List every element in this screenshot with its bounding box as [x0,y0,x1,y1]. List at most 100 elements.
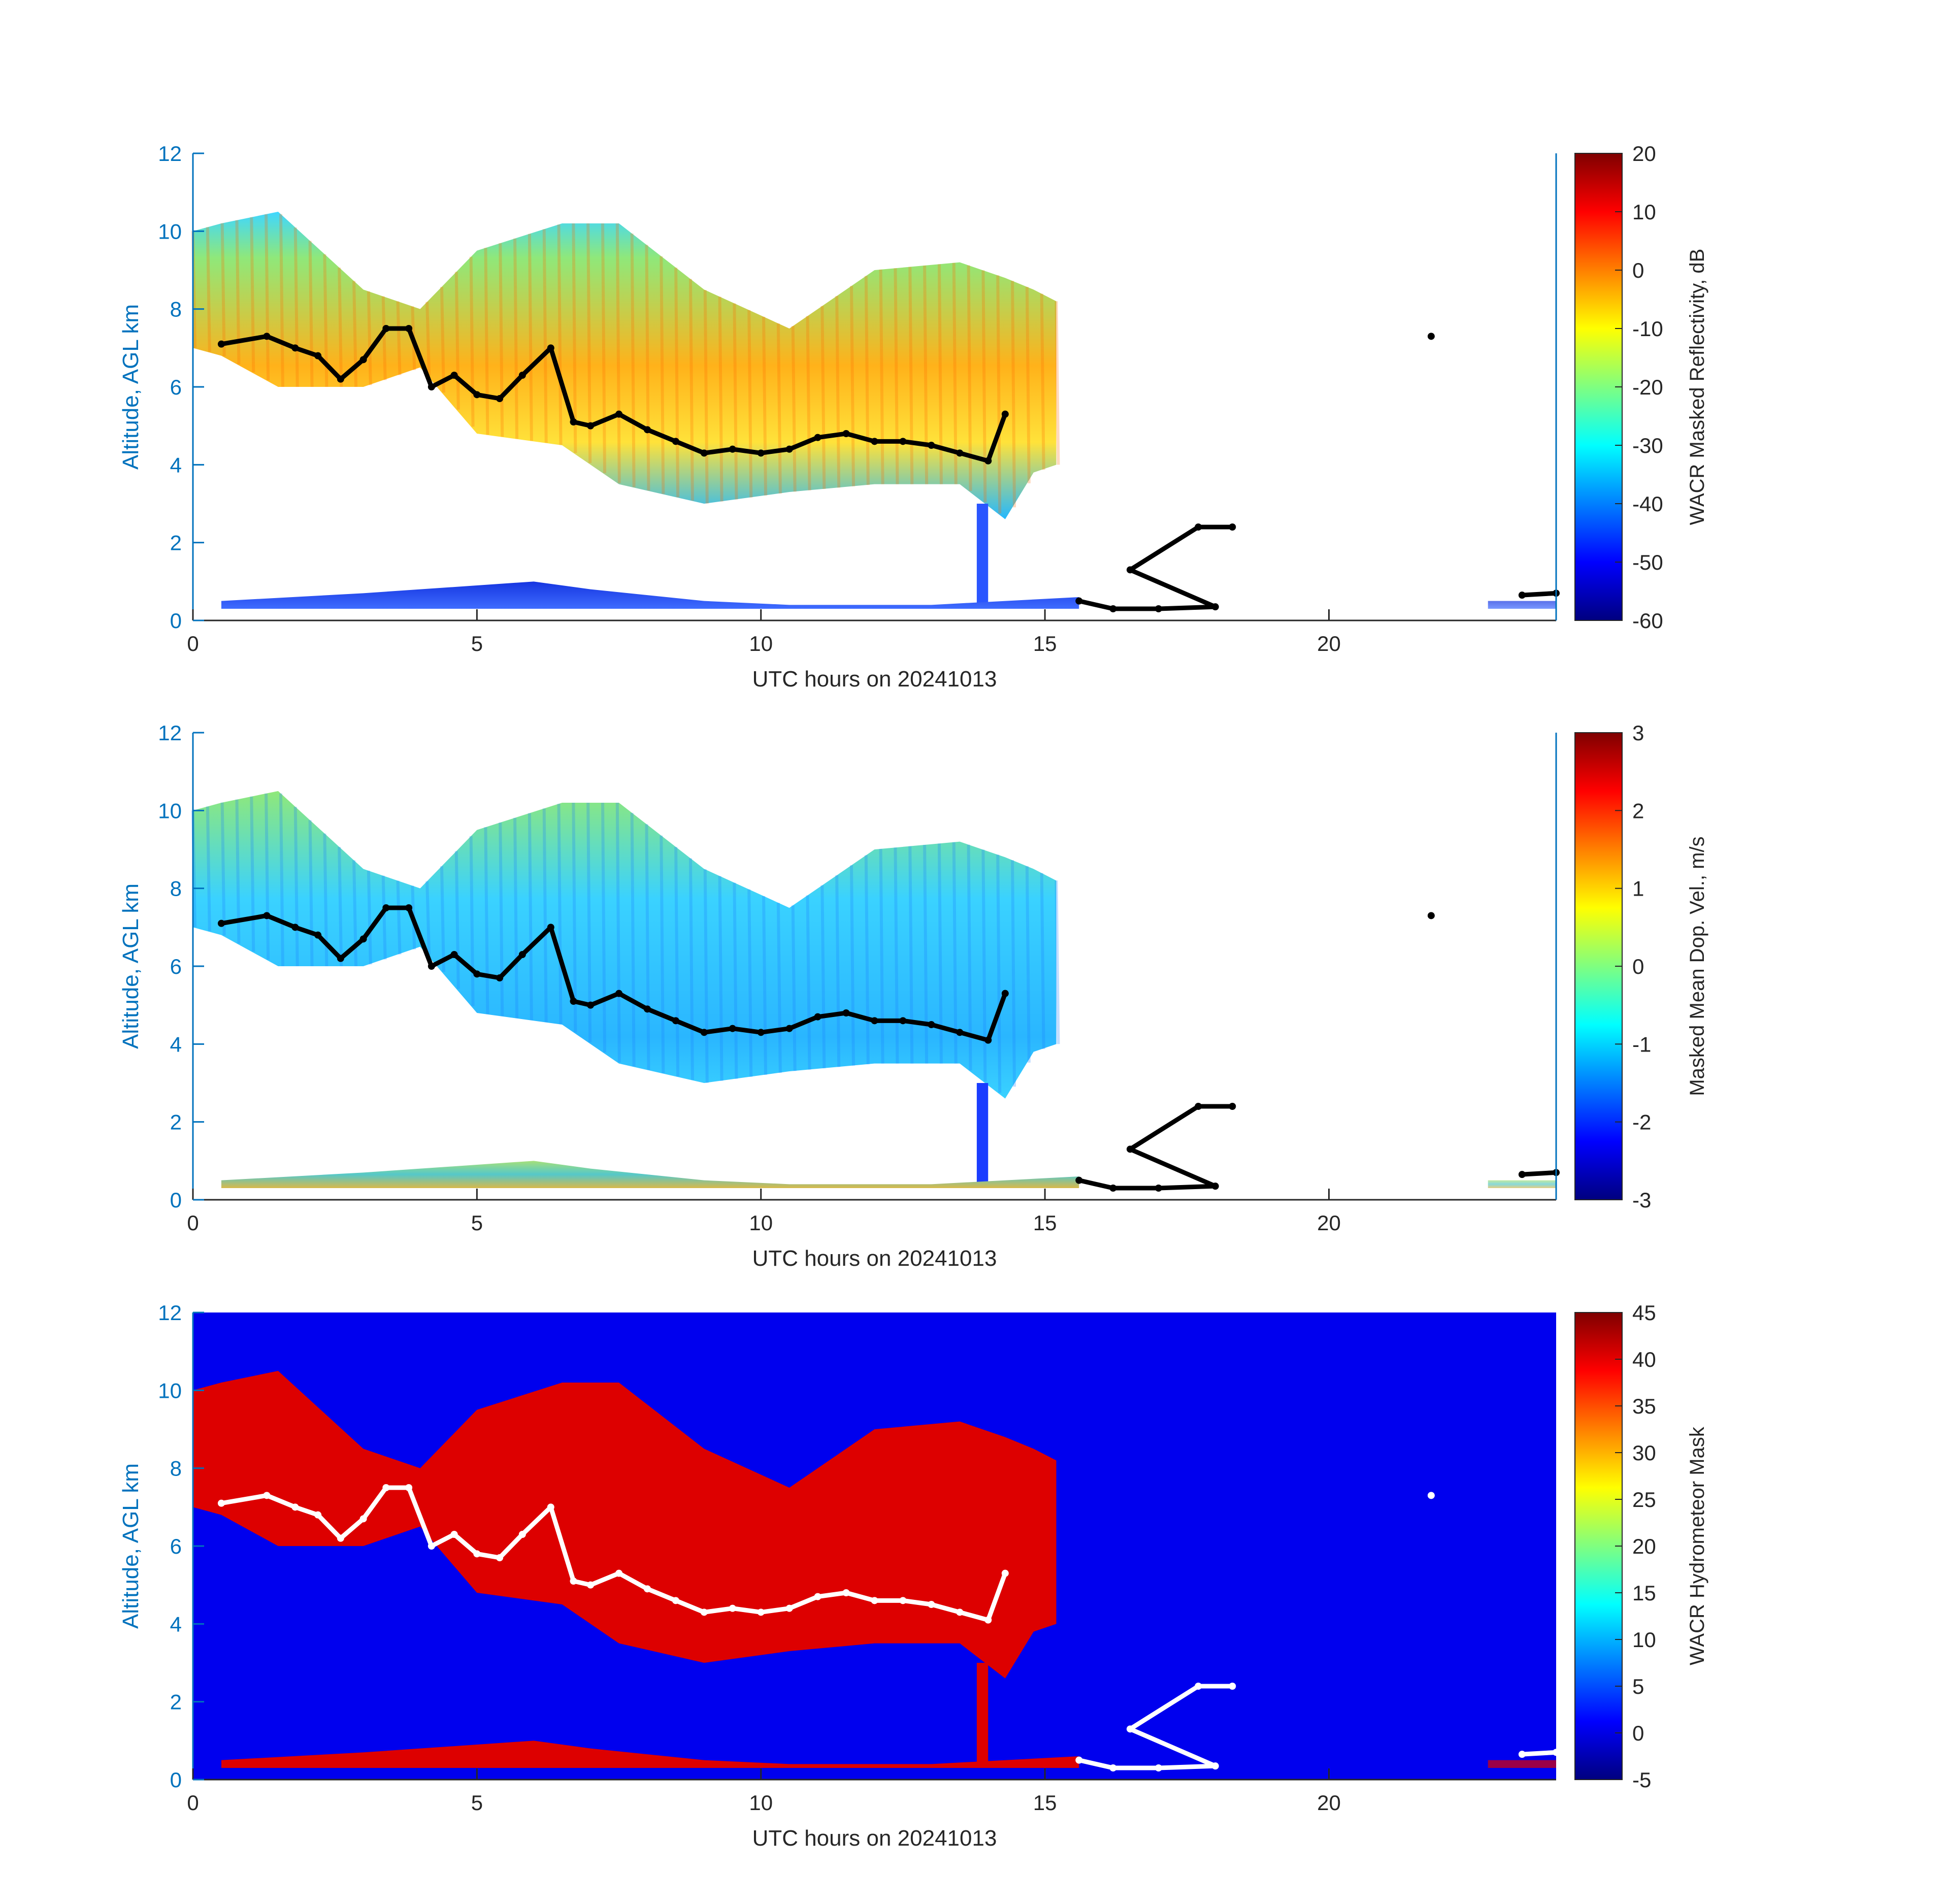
cloud-base-trace [957,450,991,464]
cloud-base-trace [1520,1170,1559,1177]
texture-streak [352,281,358,387]
cloud-base-trace [1076,1178,1115,1191]
texture-streak [352,860,358,967]
texture-streak [425,302,431,376]
cloud-base-point [1001,410,1009,418]
texture-streak [572,223,577,453]
cloud-base-trace [787,1594,820,1611]
texture-streak [747,310,753,498]
colorbar-tick-label: 1 [1632,877,1644,901]
x-tick-label: 5 [471,1211,483,1235]
late-low-return [1488,601,1556,609]
texture-streak [220,223,226,356]
colorbar-tick-label: -5 [1632,1768,1651,1792]
y-axis-label: Altitude, AGL km [118,304,143,470]
x-tick-label: 15 [1033,632,1057,655]
texture-streak [440,866,445,972]
texture-streak [279,793,284,967]
y-tick-label: 6 [170,375,182,399]
cloud-base-trace [1128,524,1201,572]
texture-streak [528,813,533,1021]
cloud-base-trace [588,1571,621,1588]
texture-streak [338,846,343,967]
texture-streak [879,269,884,484]
texture-streak [308,241,314,387]
cloud-base-trace [730,1606,764,1615]
colorbar-tick-label: -60 [1632,609,1663,633]
y-tick-label: 6 [170,1534,182,1558]
cloud-base-point [1427,1492,1435,1499]
cloud-base-trace [497,373,525,401]
cloud-base-trace [673,1598,707,1615]
texture-streak [674,268,680,498]
late-low-return [1488,1180,1556,1188]
x-tick-label: 20 [1317,1791,1341,1815]
y-tick-label: 2 [170,531,182,555]
colorbar-tick-label: -2 [1632,1110,1651,1134]
cloud-base-trace [1128,1684,1201,1731]
texture-streak [806,895,811,1070]
texture-streak [220,802,226,936]
x-axis-label: UTC hours on 20241013 [752,1826,997,1851]
texture-streak [674,847,680,1077]
cloud-base-trace [338,357,366,382]
x-tick-label: 0 [187,1211,199,1235]
texture-streak [381,296,387,380]
texture-streak [1025,866,1031,1063]
texture-streak [733,882,738,1079]
late-low-return [1488,1760,1556,1768]
texture-streak [820,306,826,489]
colorbar-tick-label: 10 [1632,200,1656,224]
texture-streak [776,323,782,494]
cloud-base-trace [548,925,576,1004]
cloud-base-trace [497,1532,525,1560]
cloud-base-trace [900,439,934,448]
texture-streak [293,227,299,387]
cloud-base-trace [1156,604,1218,611]
cloud-base-trace [406,1485,434,1549]
texture-streak [265,793,270,960]
cloud-base-trace [1128,1726,1218,1768]
cloud-base-trace [673,439,707,455]
texture-streak [615,223,621,483]
low-level-return [221,581,1079,609]
texture-streak [557,804,563,1025]
texture-streak [381,875,387,960]
x-tick-label: 0 [187,1791,199,1815]
texture-streak [645,824,650,1070]
cloud-base-trace [985,991,1008,1043]
colorbar-tick-label: 30 [1632,1441,1656,1465]
cloud-base-trace [361,326,388,362]
colorbar-tick-label: -10 [1632,317,1663,341]
x-tick-label: 15 [1033,1211,1057,1235]
texture-streak [908,846,914,1064]
y-tick-label: 8 [170,1457,182,1481]
texture-streak [265,214,270,381]
texture-streak [660,835,665,1073]
texture-streak [425,881,431,955]
cloud-base-trace [1520,590,1559,598]
y-tick-label: 12 [158,1301,182,1325]
cloud-base-trace [759,1026,792,1035]
colorbar-tick-label: 15 [1632,1581,1656,1605]
cloud-base-trace [787,435,820,452]
colorbar-label: Masked Mean Dop. Vel., m/s [1686,836,1708,1096]
texture-streak [308,820,314,967]
texture-streak [996,275,1002,514]
texture-streak [981,270,987,503]
texture-streak [250,217,255,373]
texture-streak [484,248,489,435]
texture-streak [762,896,768,1075]
cloud-base-trace [844,1590,877,1603]
upper-cloud-band [193,791,1057,1099]
texture-streak [601,802,607,1053]
texture-streak [396,301,402,375]
cloud-base-trace [730,447,764,455]
y-axis-label: Altitude, AGL km [118,883,143,1049]
texture-streak [367,291,372,385]
x-tick-label: 0 [187,632,199,655]
texture-streak [952,262,958,484]
cloud-base-trace [900,1018,934,1027]
cloud-base-trace [957,1030,991,1043]
cloud-base-trace [929,1602,962,1615]
